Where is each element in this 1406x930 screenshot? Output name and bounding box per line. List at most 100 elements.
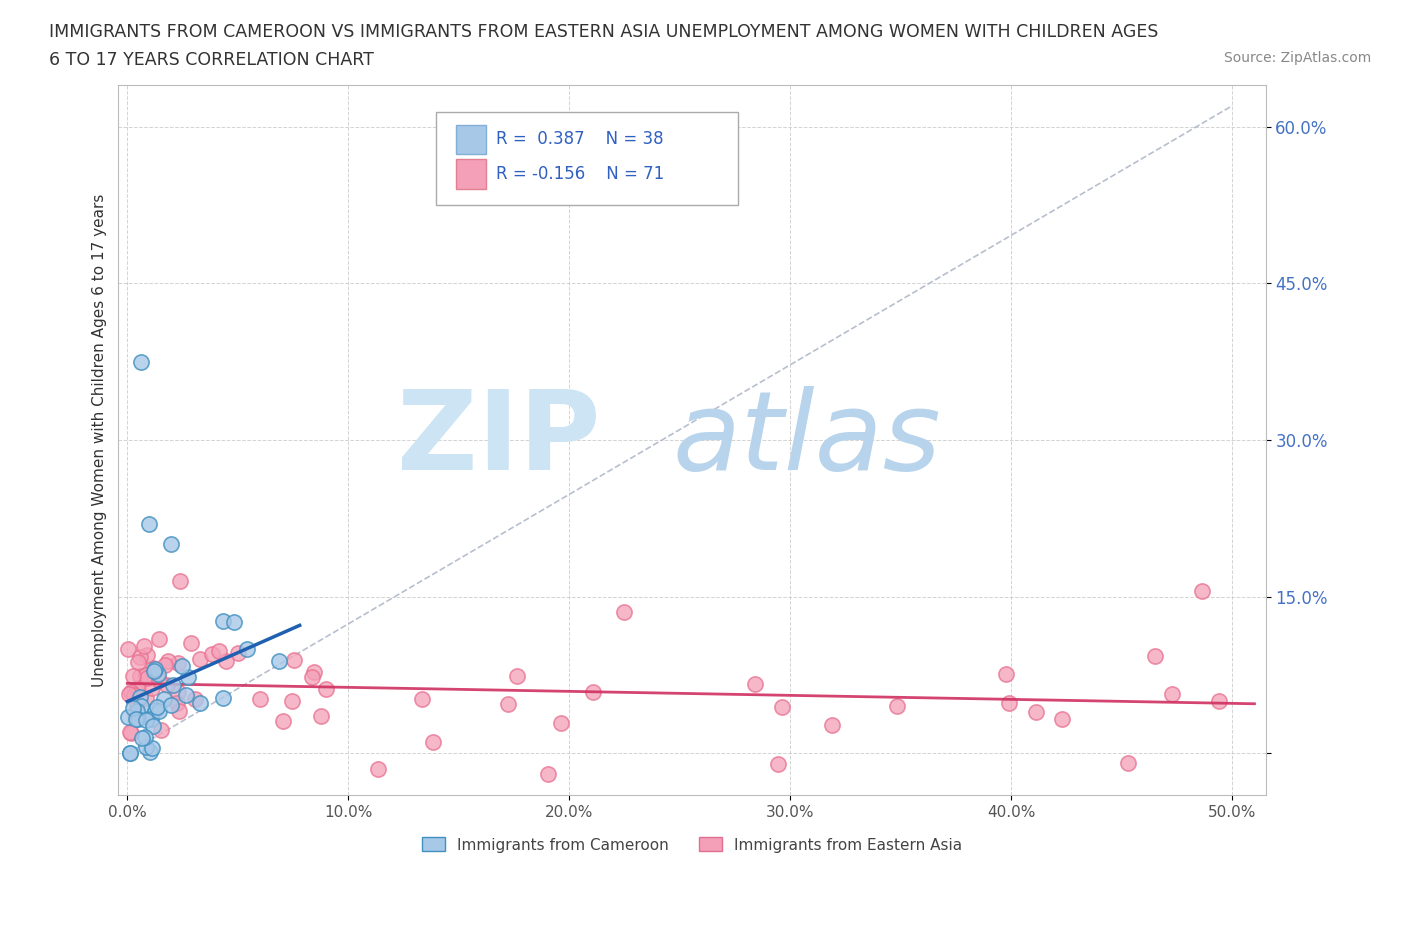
Point (148, 703, 170, 718)
Point (283, 653, 305, 668)
Point (145, 700, 167, 715)
Point (167, 684, 190, 699)
Point (152, 692, 174, 707)
Point (188, 651, 211, 666)
Point (309, 709, 332, 724)
Text: R =  0.387    N = 38: R = 0.387 N = 38 (496, 130, 664, 149)
Point (127, 711, 149, 726)
Y-axis label: Unemployment Among Women with Children Ages 6 to 17 years: Unemployment Among Women with Children A… (93, 193, 107, 686)
Point (139, 745, 162, 760)
Point (169, 573, 191, 588)
Point (744, 676, 766, 691)
Point (127, 655, 149, 670)
Point (143, 662, 166, 677)
Point (180, 636, 202, 651)
Point (127, 681, 149, 696)
Point (118, 746, 141, 761)
Point (411, 691, 433, 706)
Point (207, 643, 229, 658)
Point (135, 668, 157, 683)
Point (166, 696, 188, 711)
Text: ZIP: ZIP (396, 387, 600, 494)
Point (184, 692, 207, 707)
Point (550, 715, 572, 730)
Point (135, 712, 157, 727)
Point (134, 729, 156, 744)
Point (125, 711, 148, 726)
Point (249, 692, 271, 707)
Point (422, 735, 444, 750)
Point (215, 653, 238, 668)
Point (1116, 756, 1139, 771)
Point (118, 686, 141, 701)
Legend: Immigrants from Cameroon, Immigrants from Eastern Asia: Immigrants from Cameroon, Immigrants fro… (416, 831, 969, 858)
Point (136, 648, 159, 663)
Point (770, 699, 793, 714)
Point (201, 646, 224, 661)
Point (124, 707, 146, 722)
Point (128, 690, 150, 705)
Point (125, 704, 148, 719)
Text: IMMIGRANTS FROM CAMEROON VS IMMIGRANTS FROM EASTERN ASIA UNEMPLOYMENT AMONG WOME: IMMIGRANTS FROM CAMEROON VS IMMIGRANTS F… (49, 23, 1159, 41)
Point (766, 756, 789, 771)
Point (167, 704, 190, 719)
Point (117, 641, 139, 656)
Point (271, 714, 294, 729)
Point (1208, 694, 1230, 709)
Text: 6 TO 17 YEARS CORRELATION CHART: 6 TO 17 YEARS CORRELATION CHART (49, 51, 374, 69)
Text: Source: ZipAtlas.com: Source: ZipAtlas.com (1223, 51, 1371, 65)
Point (886, 698, 908, 713)
Point (120, 684, 142, 699)
Point (315, 682, 337, 697)
Point (122, 669, 145, 684)
Point (302, 665, 325, 680)
Point (997, 696, 1019, 711)
Point (581, 684, 603, 699)
Point (146, 667, 169, 682)
Point (174, 688, 197, 703)
Point (222, 615, 245, 630)
Point (141, 740, 163, 755)
Point (127, 711, 149, 725)
Point (506, 669, 529, 684)
Point (160, 537, 183, 551)
Point (136, 671, 159, 685)
Point (157, 654, 180, 669)
Point (142, 719, 165, 734)
Point (117, 709, 139, 724)
Point (141, 681, 163, 696)
Point (211, 690, 233, 705)
Point (132, 638, 155, 653)
Point (821, 718, 844, 733)
Point (143, 703, 166, 718)
Point (149, 723, 172, 737)
Point (496, 698, 519, 712)
Point (188, 696, 211, 711)
Text: atlas: atlas (672, 387, 941, 494)
Point (613, 604, 636, 619)
Point (129, 669, 152, 684)
Point (138, 516, 160, 531)
Point (129, 699, 152, 714)
Point (135, 691, 157, 706)
Text: R = -0.156    N = 71: R = -0.156 N = 71 (496, 165, 665, 183)
Point (118, 725, 141, 740)
Point (141, 712, 163, 727)
Point (212, 614, 235, 629)
Point (301, 670, 323, 684)
Point (153, 658, 176, 672)
Point (537, 767, 560, 782)
Point (176, 670, 198, 684)
Point (128, 650, 150, 665)
Point (228, 645, 250, 660)
Point (1161, 686, 1184, 701)
Point (162, 677, 184, 692)
Point (280, 694, 302, 709)
Point (120, 725, 142, 740)
Point (148, 673, 170, 688)
Point (156, 678, 179, 693)
Point (172, 658, 194, 673)
Point (166, 655, 188, 670)
Point (1143, 648, 1166, 663)
Point (124, 688, 146, 703)
